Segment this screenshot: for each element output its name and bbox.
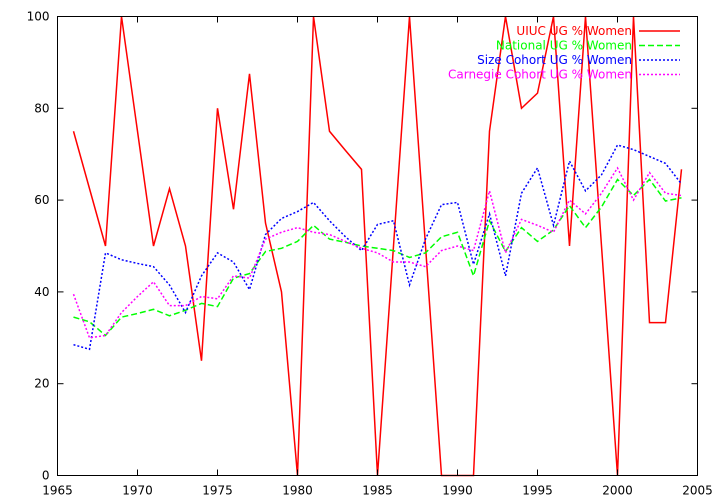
- y-tick-label: 80: [34, 101, 49, 115]
- y-tick-label: 20: [34, 377, 49, 391]
- x-tick-label: 1965: [42, 484, 73, 498]
- y-tick-label: 60: [34, 193, 49, 207]
- x-tick-label: 1980: [282, 484, 313, 498]
- y-tick-label: 100: [27, 10, 50, 24]
- x-tick-label: 1985: [362, 484, 393, 498]
- x-tick-label: 1995: [522, 484, 553, 498]
- x-tick-label: 1990: [442, 484, 473, 498]
- y-tick-label: 0: [42, 469, 50, 483]
- legend-label-4: Carnegie Cohort UG % Women: [448, 68, 632, 82]
- x-tick-label: 2005: [682, 484, 713, 498]
- series-line-4: [72, 166, 682, 339]
- x-tick-label: 1970: [122, 484, 153, 498]
- y-tick-label: 40: [34, 285, 49, 299]
- ticks-layer: 1965 1970 1975 1980 1985 1990 1995 2000 2005 0 20 4…: [27, 10, 713, 498]
- x-tick-label: 2000: [602, 484, 633, 498]
- series-line-3: [73, 144, 683, 351]
- series-line-2: [73, 178, 682, 337]
- legend-label-3: Size Cohort UG % Women: [477, 53, 632, 67]
- x-tick-label: 1975: [202, 484, 233, 498]
- legend-label-2: National UG % Women: [496, 39, 632, 53]
- legend-label-1: UIUC UG % Women: [516, 24, 632, 38]
